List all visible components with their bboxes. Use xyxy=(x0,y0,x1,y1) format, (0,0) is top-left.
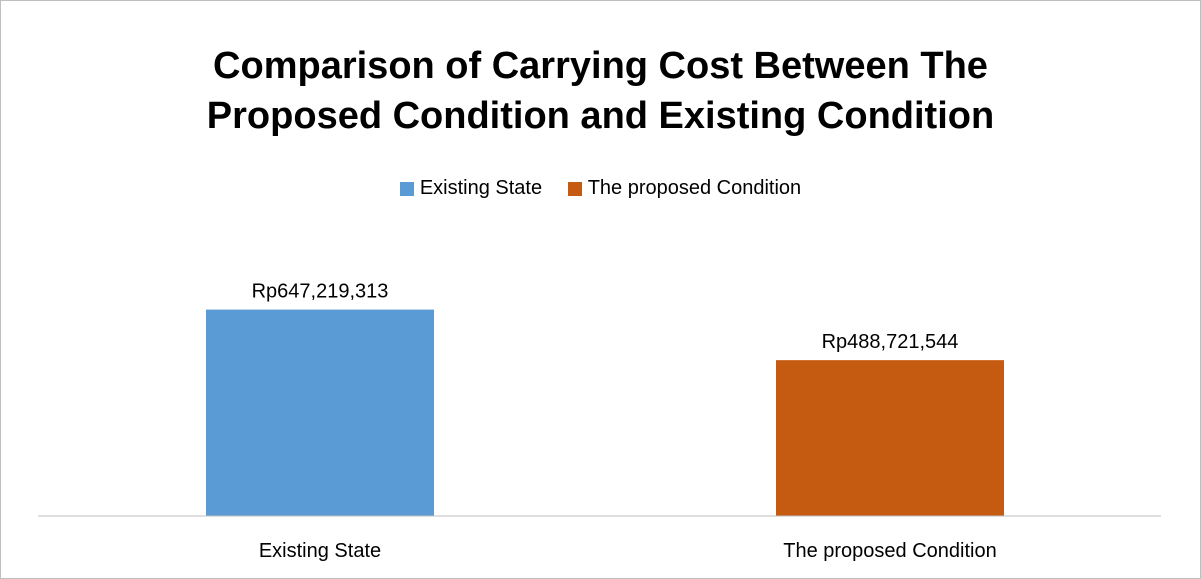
legend-swatch-existing-state xyxy=(399,181,414,196)
x-tick-label-1: The proposed Condition xyxy=(783,540,996,562)
bar-0 xyxy=(206,309,434,516)
legend-swatch-proposed-condition xyxy=(567,181,582,196)
bar-1 xyxy=(776,360,1004,516)
chart-legend: Existing State The proposed Condition xyxy=(1,177,1200,202)
chart-title-line-1: Comparison of Carrying Cost Between The xyxy=(213,45,988,87)
data-label-1: Rp488,721,544 xyxy=(822,331,959,353)
data-label-0: Rp647,219,313 xyxy=(252,281,389,303)
legend-label-existing-state: Existing State xyxy=(419,177,543,199)
legend-item-proposed-condition: The proposed Condition xyxy=(567,177,802,200)
legend-item-existing-state: Existing State xyxy=(399,177,543,200)
chart-title: Comparison of Carrying Cost Between The … xyxy=(1,41,1200,141)
x-tick-label-0: Existing State xyxy=(259,540,381,562)
chart-title-line-2: Proposed Condition and Existing Conditio… xyxy=(206,95,995,137)
legend-label-proposed-condition: The proposed Condition xyxy=(587,177,802,199)
